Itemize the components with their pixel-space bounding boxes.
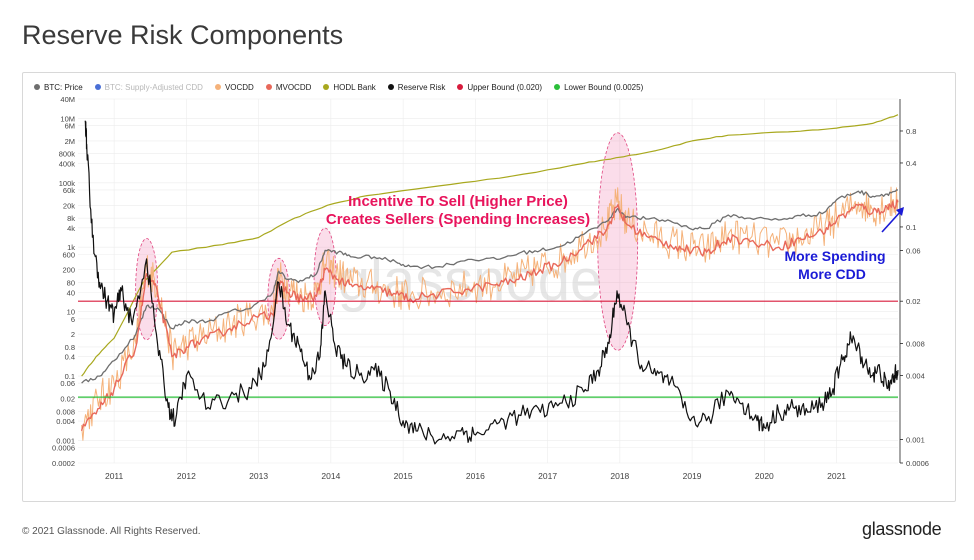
legend-label-reserve-risk: Reserve Risk — [397, 82, 446, 92]
x-tick-label: 2013 — [249, 471, 268, 481]
y-left-tick-label: 0.06 — [60, 379, 75, 388]
y-left-tick-label: 10 — [67, 308, 75, 317]
y-left-tick-label: 0.8 — [65, 343, 75, 352]
copyright-text: © 2021 Glassnode. All Rights Reserved. — [22, 526, 201, 537]
y-right-tick-label: 0.1 — [906, 223, 916, 232]
chart-legend: BTC: Price BTC: Supply-Adjusted CDD VOCD… — [34, 80, 643, 94]
highlight-ellipses — [135, 132, 639, 351]
x-tick-label: 2017 — [538, 471, 557, 481]
highlight-ellipse — [597, 132, 639, 351]
y-right-tick-label: 0.008 — [906, 339, 925, 348]
legend-label-supply-adjusted-cdd: BTC: Supply-Adjusted CDD — [104, 82, 203, 92]
y-left-tick-label: 0.1 — [65, 372, 75, 381]
glassnode-logo: glassnode — [862, 519, 942, 539]
y-left-tick-label: 800k — [59, 150, 76, 159]
legend-dot-reserve-risk — [387, 84, 394, 90]
legend-dot-supply-adjusted-cdd — [94, 84, 101, 90]
legend-dot-lower-bound — [554, 84, 561, 90]
annotation-spending-line2: More CDD — [798, 266, 866, 282]
y-left-tick-label: 0.0006 — [52, 444, 75, 453]
annotation-spending-line1: More Spending — [784, 248, 885, 264]
y-right-tick-label: 0.8 — [906, 127, 916, 136]
grid-layer — [78, 98, 898, 464]
x-tick-label: 2016 — [466, 471, 485, 481]
x-tick-label: 2011 — [105, 471, 124, 481]
y-left-tick-label: 200 — [62, 266, 75, 275]
legend-label-vocdd: VOCDD — [224, 82, 254, 92]
y-left-tick-label: 0.02 — [60, 395, 75, 404]
y-left-tick-label: 6 — [71, 315, 75, 324]
y-left-tick-label: 600 — [62, 250, 75, 259]
y-left-tick-label: 10M — [60, 114, 75, 123]
legend-item-upper-bound[interactable]: Upper Bound (0.020) — [457, 83, 542, 92]
x-tick-label: 2019 — [683, 471, 702, 481]
y-right-tick-label: 0.0006 — [906, 459, 929, 468]
y-left-tick-label: 400k — [59, 159, 76, 168]
legend-item-mvocdd[interactable]: MVOCDD — [265, 82, 312, 92]
x-tick-label: 2012 — [177, 471, 196, 481]
legend-dot-price — [34, 84, 40, 90]
x-tick-label: 2021 — [827, 471, 846, 481]
page-title: Reserve Risk Components — [22, 20, 344, 50]
y-left-tick-label: 60k — [63, 186, 75, 195]
y-left-tick-label: 0.4 — [65, 353, 75, 362]
y-left-tick-label: 80 — [67, 279, 75, 288]
y-left-tick-label: 2 — [71, 330, 75, 339]
legend-item-reserve-risk[interactable]: Reserve Risk — [387, 82, 446, 92]
y-right-tick-label: 0.4 — [906, 159, 916, 168]
y-left-tick-label: 100k — [59, 179, 76, 188]
chart-frame — [22, 72, 956, 502]
spending-arrow-icon — [881, 207, 904, 233]
annotation-incentive-line2: Creates Sellers (Spending Increases) — [326, 211, 590, 228]
series-line-reserve-risk — [84, 120, 899, 445]
series-line-vocdd — [81, 186, 899, 441]
y-right-tick-label: 0.001 — [906, 435, 925, 444]
legend-label-hodl-bank: HODL Bank — [333, 82, 376, 92]
y-right-tick-label: 0.02 — [906, 297, 921, 306]
y-left-tick-label: 6M — [65, 122, 75, 131]
legend-item-hodl-bank[interactable]: HODL Bank — [323, 82, 376, 92]
legend-item-vocdd[interactable]: VOCDD — [214, 82, 254, 92]
y-right-tick-label: 0.06 — [906, 247, 921, 256]
series-line-btc-price — [81, 189, 899, 384]
y-left-tick-label: 40M — [60, 95, 75, 104]
x-tick-label: 2020 — [755, 471, 774, 481]
y-left-tick-label: 8k — [67, 214, 75, 223]
legend-label-mvocdd: MVOCDD — [275, 82, 312, 92]
legend-item-supply-adjusted-cdd[interactable]: BTC: Supply-Adjusted CDD — [94, 82, 203, 92]
x-tick-label: 2014 — [321, 471, 340, 481]
y-left-tick-label: 0.0002 — [52, 459, 75, 468]
legend-label-upper-bound: Upper Bound (0.020) — [467, 82, 543, 92]
y-left-tick-label: 40 — [67, 288, 75, 297]
series-line-mvocdd — [80, 199, 899, 431]
legend-dot-upper-bound — [457, 84, 464, 90]
y-left-tick-label: 0.001 — [56, 436, 75, 445]
y-left-tick-label: 4k — [67, 224, 75, 233]
legend-label-lower-bound: Lower Bound (0.0025) — [564, 82, 644, 92]
legend-dot-vocdd — [214, 84, 221, 90]
legend-label-price: BTC: Price — [44, 82, 83, 92]
y-left-tick-label: 2M — [65, 137, 75, 146]
legend-item-lower-bound[interactable]: Lower Bound (0.0025) — [554, 83, 643, 92]
x-tick-label: 2015 — [394, 471, 413, 481]
y-left-tick-label: 0.008 — [56, 407, 75, 416]
y-left-tick-label: 0.004 — [56, 417, 75, 426]
y-left-tick-label: 1k — [67, 243, 75, 252]
y-left-tick-label: 20k — [63, 201, 75, 210]
x-tick-label: 2018 — [610, 471, 629, 481]
legend-item-price[interactable]: BTC: Price — [34, 83, 83, 92]
legend-dot-mvocdd — [265, 84, 272, 90]
legend-dot-hodl-bank — [323, 84, 330, 90]
annotation-incentive-line1: Incentive To Sell (Higher Price) — [348, 193, 568, 210]
y-right-tick-label: 0.004 — [906, 371, 925, 380]
series-layer — [78, 114, 899, 445]
